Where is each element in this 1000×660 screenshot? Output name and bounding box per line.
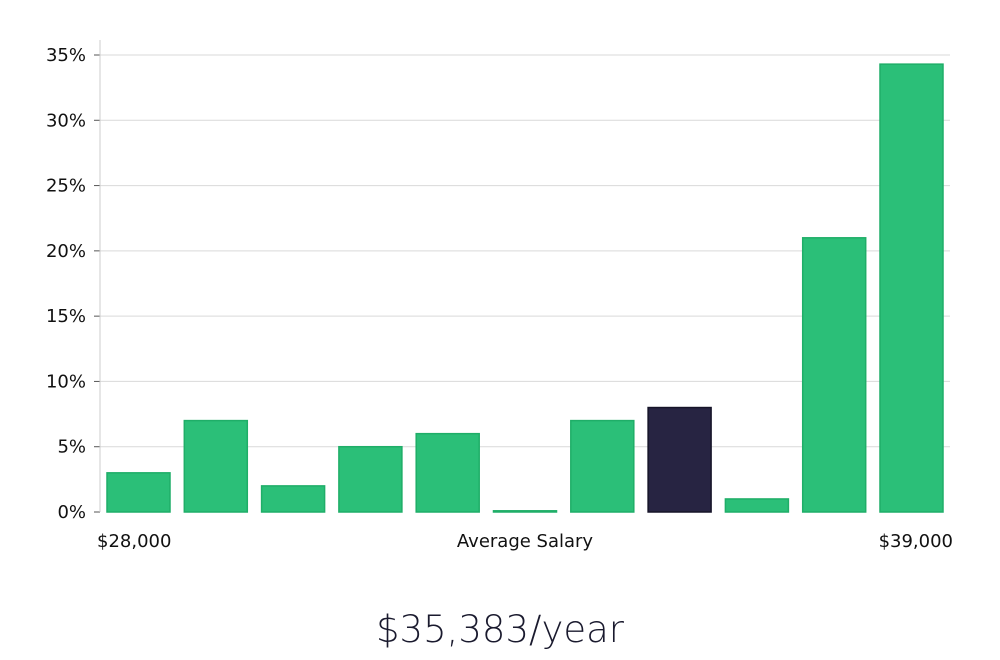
y-tick-label: 30% [46, 110, 86, 131]
bar [415, 432, 480, 513]
grid-lines [100, 54, 950, 448]
bar [724, 498, 790, 513]
y-tick-label: 20% [46, 241, 86, 262]
bar-highlighted [647, 406, 712, 513]
y-axis-ticks: 0% 5% 10% 15% 20% 25% 30% 35% [46, 45, 100, 523]
y-tick-label: 5% [57, 437, 86, 458]
y-tick-label: 15% [46, 306, 86, 327]
x-axis-min-label: $28,000 [97, 531, 171, 552]
y-tick-label: 0% [57, 502, 86, 523]
x-axis-title: Average Salary [457, 531, 594, 552]
x-axis-max-label: $39,000 [879, 531, 953, 552]
bar [801, 237, 867, 513]
bar [183, 419, 249, 513]
bar [570, 419, 635, 513]
bar [106, 472, 171, 513]
bar [492, 510, 558, 513]
salary-histogram-chart: 0% 5% 10% 15% 20% 25% 30% 35% $28,000 Average S… [46, 40, 953, 552]
average-salary-value: $35,383/year [375, 608, 624, 651]
bar [879, 63, 944, 513]
bar [260, 485, 326, 513]
y-tick-label: 35% [46, 45, 86, 66]
bar [338, 445, 403, 513]
y-tick-label: 25% [46, 176, 86, 197]
bars [106, 63, 944, 513]
y-tick-label: 10% [46, 371, 86, 392]
